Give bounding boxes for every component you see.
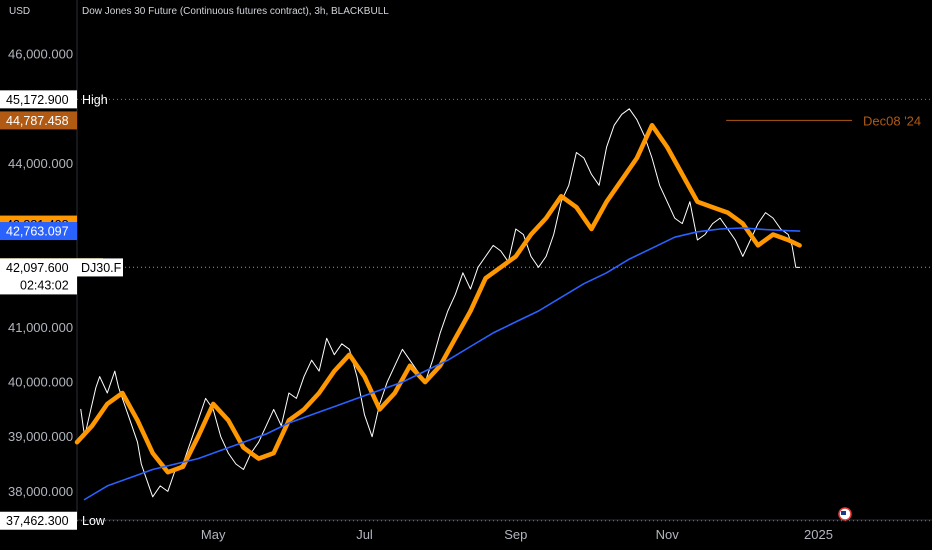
horizontal-ray-label: Dec08 '24 xyxy=(863,113,921,128)
price-tag-side-label: High xyxy=(82,93,108,107)
x-tick-label: 2025 xyxy=(804,527,833,542)
price-tag-value: 42,763.097 xyxy=(6,225,69,239)
price-tag-bg xyxy=(0,222,77,241)
x-tick-label: Sep xyxy=(504,527,527,542)
x-tick-label: May xyxy=(201,527,226,542)
last-price-box: 42,097.600 02:43:02 DJ30.F xyxy=(0,258,123,295)
price-tag-bg xyxy=(0,111,77,130)
fast-ma-series-line xyxy=(74,122,802,475)
last-price-bg xyxy=(0,258,77,295)
y-tick-label: 39,000.000 xyxy=(8,429,73,444)
price-tag: 37,462.300 Low xyxy=(0,511,106,530)
slow-ma-series-line xyxy=(83,227,801,501)
y-tick-label: 46,000.000 xyxy=(8,47,73,62)
currency-label: USD xyxy=(9,6,31,17)
x-tick-label: Jul xyxy=(356,527,373,542)
y-tick-label: 40,000.000 xyxy=(8,375,73,390)
last-price-value: 42,097.600 xyxy=(6,261,69,275)
us-flag-event-icon xyxy=(838,507,852,521)
event-marker-flag xyxy=(840,511,846,515)
price-tag-side-label: Low xyxy=(82,514,106,528)
countdown-timer: 02:43:02 xyxy=(20,278,69,292)
price-tag: 42,763.097 xyxy=(0,222,77,241)
price-series-line xyxy=(80,108,801,498)
y-tick-label: 41,000.000 xyxy=(8,320,73,335)
symbol-tag-bg xyxy=(77,258,123,277)
price-tag: 45,172.900 High xyxy=(0,90,108,109)
price-tag-bg xyxy=(0,90,77,109)
price-tag-value: 37,462.300 xyxy=(6,514,69,528)
chart-title: Dow Jones 30 Future (Continuous futures … xyxy=(82,6,389,17)
price-tag-value: 44,787.458 xyxy=(6,114,69,128)
x-tick-label: Nov xyxy=(656,527,680,542)
y-tick-label: 44,000.000 xyxy=(8,156,73,171)
price-tag-bg xyxy=(0,511,77,530)
price-tag-value: 45,172.900 xyxy=(6,93,69,107)
symbol-tag: DJ30.F xyxy=(81,261,122,275)
y-tick-label: 38,000.000 xyxy=(8,484,73,499)
price-tag: 44,787.458 xyxy=(0,111,77,130)
